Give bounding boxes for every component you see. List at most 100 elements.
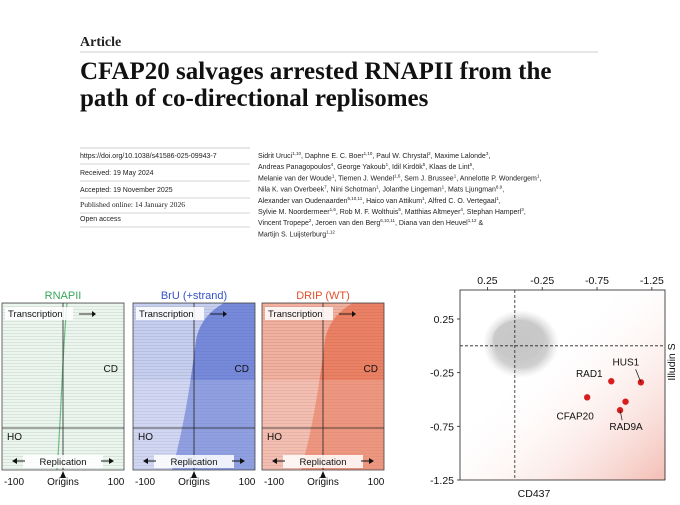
axis-label: Origins	[307, 477, 339, 488]
label: Transcription	[139, 309, 194, 320]
author-line: Nila K. van Overbeek7, Nini Schotman1, J…	[258, 185, 504, 194]
label-bg	[154, 455, 234, 468]
author-line: Martijn S. Luijsterburg1,12	[258, 229, 335, 238]
x-tick-label: 0.25	[477, 275, 498, 287]
author-name: , Klaas de Lint	[425, 164, 469, 171]
y-axis-label: Illudin S	[666, 343, 678, 380]
label: HO	[138, 432, 153, 443]
affiliation: 7	[324, 185, 327, 190]
author-name: Sidrit Uruci	[258, 153, 293, 160]
point-label: CFAP20	[557, 411, 595, 422]
author-name: , Annelotte P. Wondergem	[456, 175, 537, 182]
authors: Sidrit Uruci1,10, Daphne E. C. Boer1,10,…	[258, 151, 541, 238]
arrow-head	[92, 311, 96, 317]
author-name: ,	[524, 209, 526, 216]
panel-title: BrU (+strand)	[161, 290, 227, 302]
author-line: Alexander van Oudenaarden6,10,11, Haico …	[258, 196, 501, 205]
label: Transcription	[268, 309, 323, 320]
author-name: , Sem J. Brussee	[400, 175, 453, 182]
author-name: , Matthias Altmeyer	[401, 209, 461, 216]
point-label: HUS1	[613, 357, 640, 368]
background-cloud	[492, 319, 545, 360]
heatmap-curve	[56, 302, 68, 471]
affiliation: 1	[386, 162, 389, 167]
x-tick-label: -0.25	[530, 275, 554, 287]
label-bg	[136, 307, 204, 320]
label: HO	[7, 432, 22, 443]
author-name: ,	[539, 175, 541, 182]
affiliation: 2	[309, 218, 312, 223]
scatter-chart: 0.25 -0.25 -0.75 -1.25 0.25 -0.25 -0.75 -1.25 CD…	[430, 275, 678, 500]
affiliation: 1	[422, 196, 425, 201]
author-name: Andreas Panagopoulos	[258, 164, 331, 171]
axis-label: -100	[4, 477, 24, 488]
point	[583, 394, 591, 401]
x-tick-label: -1.25	[640, 275, 664, 287]
label: CD	[364, 364, 378, 375]
author-name: Alexander van Oudenaarden	[258, 198, 348, 205]
author-name: , George Yakoub	[333, 164, 385, 171]
axis-label: Origins	[47, 477, 79, 488]
label-bg	[5, 307, 73, 320]
label: Replication	[40, 457, 87, 468]
plot-frame	[459, 289, 666, 481]
author-name: ,	[472, 164, 474, 171]
affiliation: 4	[460, 207, 463, 212]
affiliation: 1	[376, 185, 379, 190]
heatmaps: RNAPII Transcription CD HO Replication -100 Or…	[1, 290, 385, 488]
affiliation: 6,10,11	[380, 218, 395, 223]
y-tick-label: -0.75	[430, 421, 454, 433]
author-name: ,	[499, 198, 501, 205]
label: CD	[104, 364, 118, 375]
author-name: Vincent Tropepe	[258, 220, 309, 227]
author-name: ,	[502, 187, 504, 194]
detail-row: Published online: 14 January 2026	[80, 200, 185, 209]
point	[616, 407, 624, 414]
author-line: Sylvie M. Noordermeer1,6, Rob M. F. Wolt…	[258, 207, 526, 216]
author-name: , Idil Kirdök	[388, 164, 423, 171]
affiliation: 5	[398, 207, 401, 212]
affiliation: 1	[442, 185, 445, 190]
author-line: Vincent Tropepe2, Jeroen van den Berg6,1…	[258, 218, 483, 227]
affiliation: 4	[331, 162, 334, 167]
axis-label: -100	[264, 477, 284, 488]
affiliation: 1,12	[326, 229, 335, 234]
author-name: , Paul W. Chrystal	[372, 153, 428, 160]
leader	[635, 369, 642, 383]
author-name: , Daphne E. C. Boer	[301, 153, 364, 160]
affiliation: 5	[423, 162, 426, 167]
x-axis-label: CD437	[518, 488, 551, 500]
author-name: , Stephan Hamperl	[463, 209, 522, 216]
arrow-head	[223, 311, 227, 317]
label: HO	[267, 432, 282, 443]
author-name: , Diana van den Heuvel	[395, 220, 468, 227]
detail-row: Open access	[80, 216, 121, 223]
author-name: ,	[488, 153, 490, 160]
author-name: , Jolanthe Lingeman	[379, 187, 442, 194]
author-line: Melanie van der Woude1, Tiemen J. Wendel…	[258, 173, 541, 182]
author-name: , Tiemen J. Wendel	[334, 175, 394, 182]
point	[608, 378, 615, 385]
axis-label: 100	[108, 477, 125, 488]
author-name: , Rob M. F. Wolthuis	[336, 209, 399, 216]
affiliation: 2	[428, 151, 431, 156]
plot-bg	[460, 290, 665, 480]
affiliation: 1	[332, 173, 335, 178]
affiliation: 5	[470, 162, 473, 167]
y-tick-label: 0.25	[434, 314, 455, 326]
point-label: RAD9A	[609, 422, 643, 433]
affiliation: 1,12	[468, 218, 477, 223]
affiliation: 1	[454, 173, 457, 178]
author-line: Andreas Panagopoulos4, George Yakoub1, I…	[258, 162, 474, 171]
origin-marker	[320, 471, 326, 478]
affiliation: 8,9	[496, 185, 503, 190]
y-tick-label: -0.25	[430, 368, 454, 380]
author-name: Sylvie M. Noordermeer	[258, 209, 330, 216]
panel-title: DRIP (WT)	[296, 290, 350, 302]
author-name: Nila K. van Overbeek	[258, 187, 325, 194]
author-name: , Nini Schotman	[327, 187, 377, 194]
label-bg	[283, 455, 363, 468]
author-name: &	[477, 220, 484, 227]
